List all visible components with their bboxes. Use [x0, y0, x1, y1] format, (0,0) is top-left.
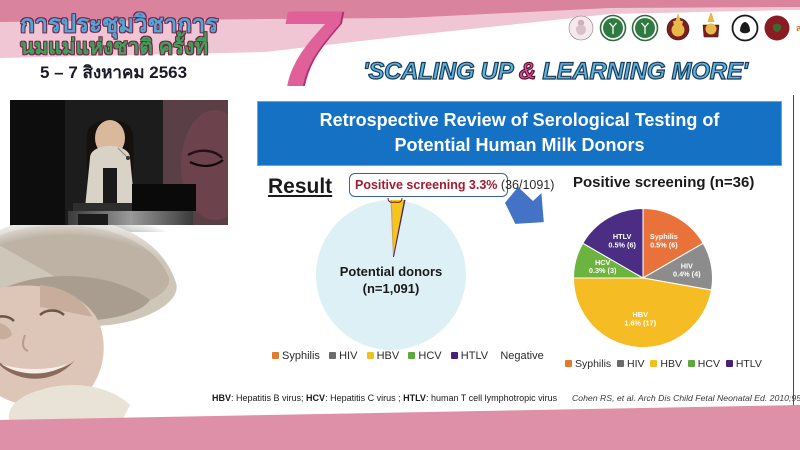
svg-text:HTLV: HTLV [613, 232, 632, 241]
svg-text:HIV: HIV [681, 261, 693, 270]
svg-text:HBV: HBV [633, 310, 649, 319]
svg-text:0.4% (4): 0.4% (4) [673, 270, 701, 279]
svg-text:สสส: สสส [796, 23, 800, 33]
svg-text:0.5% (6): 0.5% (6) [650, 240, 678, 249]
svg-text:1.6% (17): 1.6% (17) [624, 318, 656, 327]
svg-text:HCV: HCV [595, 258, 611, 267]
svg-text:0.5% (6): 0.5% (6) [608, 240, 636, 249]
svg-text:0.3% (3): 0.3% (3) [589, 266, 617, 275]
svg-text:Syphilis: Syphilis [650, 232, 678, 241]
